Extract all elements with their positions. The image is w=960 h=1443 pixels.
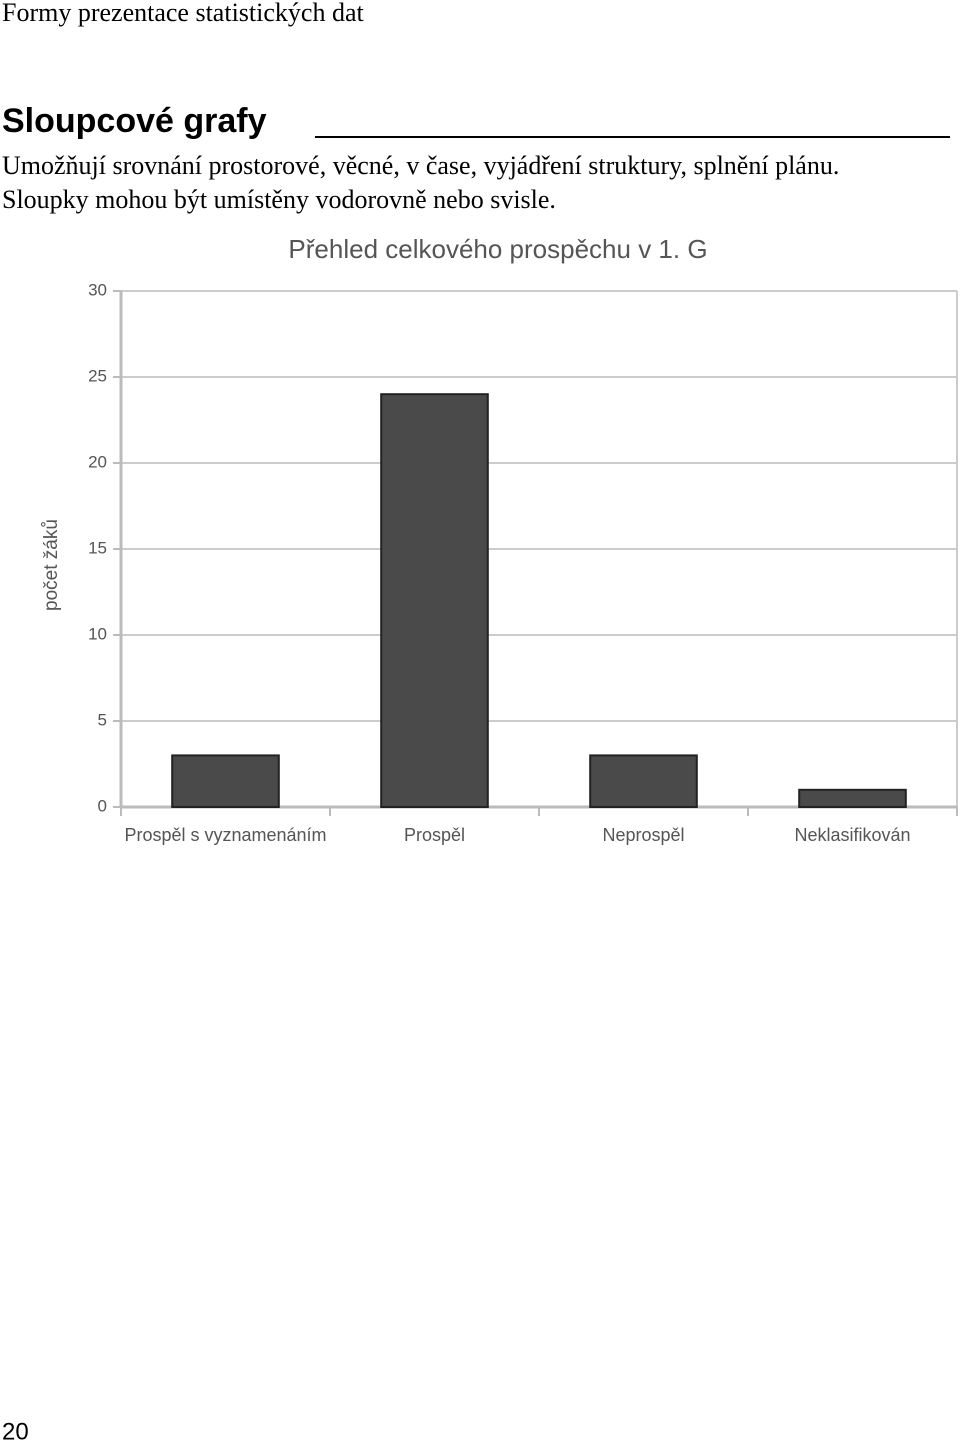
y-tick-label: 10	[88, 624, 107, 643]
y-tick-label: 20	[88, 452, 107, 471]
bar	[380, 393, 489, 808]
page-number: 20	[2, 1418, 29, 1443]
y-tick-label: 5	[98, 710, 107, 729]
bar	[589, 754, 698, 809]
paragraph-line: Umožňují srovnání prostorové, věcné, v č…	[2, 151, 839, 180]
y-tick-label: 15	[88, 538, 107, 557]
chart: 0 5 10 15 20 25 30 Prospěl s vyznamenáním Prospě…	[88, 280, 958, 845]
section-heading: Sloupcové grafy	[2, 102, 267, 140]
bar	[798, 788, 907, 808]
x-tick-label: Neprospěl	[602, 825, 684, 845]
paragraph-line: Sloupky mohou být umístěny vodorovně neb…	[2, 185, 556, 214]
chart-title: Přehled celkového prospěchu v 1. G	[288, 234, 707, 264]
y-tick-label: 0	[98, 796, 107, 815]
page-header: Formy prezentace statistických dat	[2, 0, 364, 27]
x-tick-label: Neklasifikován	[794, 825, 910, 845]
y-tick-label: 30	[88, 280, 107, 299]
x-tick-label: Prospěl s vyznamenáním	[124, 825, 326, 845]
y-axis-label: počet žáků	[41, 519, 62, 611]
y-tick-label: 25	[88, 366, 107, 385]
bar	[171, 754, 280, 809]
x-tick-label: Prospěl	[404, 825, 465, 845]
